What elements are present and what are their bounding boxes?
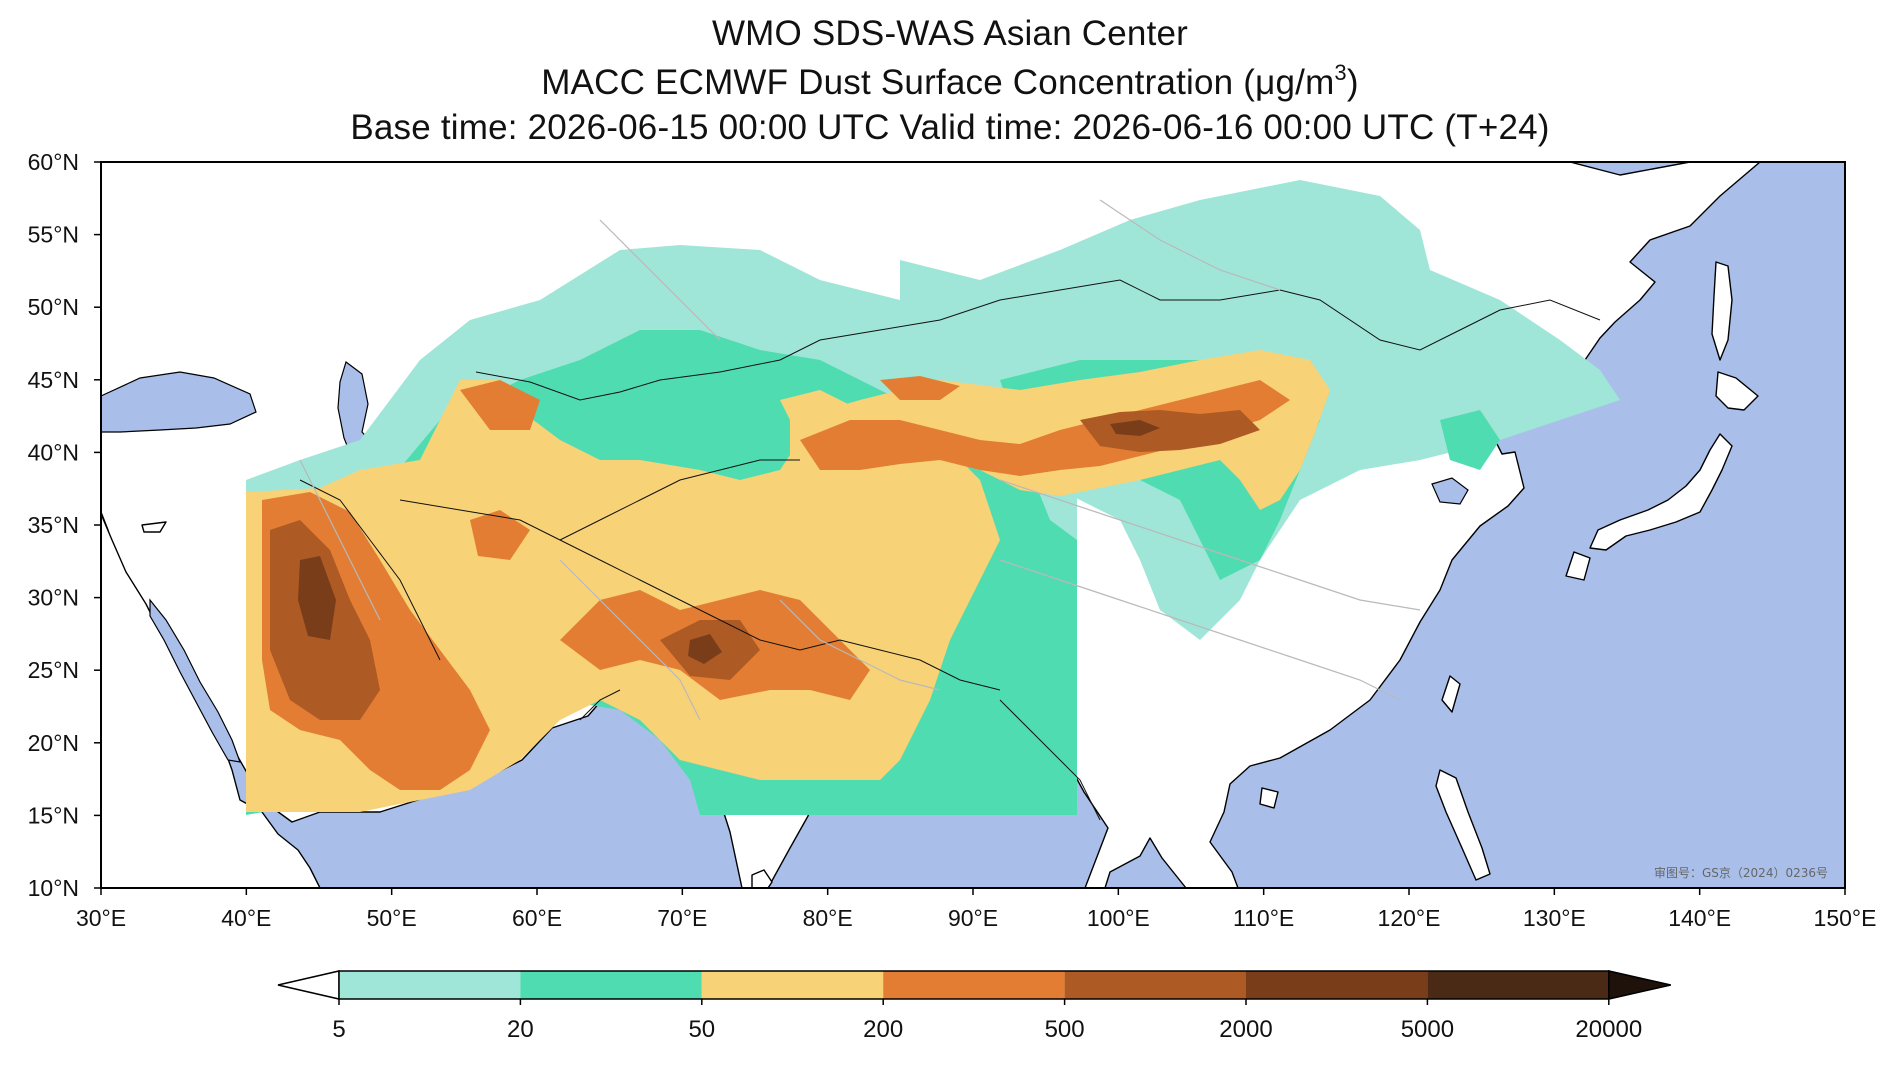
border-a bbox=[475, 279, 1601, 401]
lat-tick-label: 20°N bbox=[28, 730, 79, 756]
dust-ea-level-200-500-b bbox=[880, 376, 960, 400]
colorbar: 5 20 50 200 500 2000 5000 20000 bbox=[277, 970, 1671, 1043]
dust-level-200-500-c bbox=[470, 510, 530, 560]
river-e bbox=[299, 459, 381, 621]
land-philippines bbox=[1435, 769, 1491, 881]
lon-tick-label: 50°E bbox=[367, 905, 417, 931]
lat-tick-label: 55°N bbox=[28, 222, 79, 248]
unit-label: μg/m bbox=[1255, 63, 1335, 102]
lon-tick-label: 80°E bbox=[803, 905, 853, 931]
lat-tick-label: 10°N bbox=[28, 875, 79, 901]
lon-tick-label: 150°E bbox=[1814, 905, 1877, 931]
lat-tick-label: 45°N bbox=[28, 367, 79, 393]
title-times: Base time: 2026-06-15 00:00 UTC Valid ti… bbox=[350, 108, 1550, 147]
lon-tick-label: 110°E bbox=[1233, 905, 1294, 931]
colorbar-segment bbox=[883, 971, 1065, 999]
lon-tick-label: 100°E bbox=[1087, 905, 1150, 931]
river-f bbox=[599, 219, 721, 341]
lat-tick-label: 30°N bbox=[28, 585, 79, 611]
border-d bbox=[559, 459, 800, 541]
lon-tick-label: 70°E bbox=[657, 905, 707, 931]
colorbar-segment bbox=[1246, 971, 1428, 999]
lat-tick-label: 50°N bbox=[28, 294, 79, 320]
land-taiwan bbox=[1441, 675, 1461, 713]
colorbar-level-label: 50 bbox=[688, 1016, 715, 1043]
river-a bbox=[999, 559, 1401, 701]
land-sakhalin bbox=[1711, 261, 1733, 361]
lon-tick-label: 30°E bbox=[76, 905, 126, 931]
lat-tick-label: 15°N bbox=[28, 802, 79, 828]
land-cyprus bbox=[141, 521, 167, 533]
colorbar-segment bbox=[339, 971, 521, 999]
latitude-labels: 60°N 55°N 50°N 45°N 40°N 35°N 30°N 25°N 20°N 15°N… bbox=[28, 149, 79, 901]
colorbar-level-label: 5 bbox=[332, 1016, 345, 1043]
dust-level-2000-5000-b bbox=[688, 634, 722, 664]
title-center: WMO SDS-WAS Asian Center bbox=[711, 14, 1189, 53]
border-c bbox=[299, 479, 441, 661]
colorbar-level-label: 200 bbox=[863, 1016, 903, 1043]
river-b bbox=[999, 479, 1421, 611]
colorbar-level-label: 5000 bbox=[1401, 1016, 1454, 1043]
colorbar-over-arrow bbox=[1608, 970, 1671, 1000]
lon-tick-label: 140°E bbox=[1668, 905, 1731, 931]
lon-tick-label: 60°E bbox=[512, 905, 562, 931]
dust-east-asia bbox=[790, 180, 1620, 640]
land-japan-hokkaido bbox=[1715, 371, 1759, 411]
dust-level-2000-5000 bbox=[298, 556, 336, 640]
axis-ticks bbox=[94, 161, 1846, 895]
black-sea bbox=[101, 371, 257, 433]
lon-tick-label: 90°E bbox=[948, 905, 998, 931]
colorbar-segment bbox=[1064, 971, 1246, 999]
river-c bbox=[779, 599, 941, 691]
lon-tick-label: 130°E bbox=[1523, 905, 1586, 931]
land-japan-kyushu bbox=[1565, 551, 1591, 581]
border-e bbox=[999, 699, 1101, 821]
dust-level-200-500-d bbox=[460, 380, 540, 430]
colorbar-segment bbox=[701, 971, 884, 999]
border-b bbox=[399, 499, 1001, 691]
land-hainan bbox=[1259, 787, 1279, 809]
colorbar-level-label: 500 bbox=[1045, 1016, 1085, 1043]
border-f bbox=[579, 689, 621, 721]
land-japan-honshu bbox=[1589, 433, 1733, 551]
colorbar-level-label: 20000 bbox=[1575, 1016, 1642, 1043]
colorbar-level-label: 2000 bbox=[1219, 1016, 1272, 1043]
title-product: MACC ECMWF Dust Surface Concentration (μ… bbox=[541, 60, 1359, 103]
red-sea bbox=[149, 598, 241, 763]
approval-stamp: 审图号：GS京（2024）0236号 bbox=[1654, 865, 1828, 880]
colorbar-under-arrow bbox=[277, 970, 340, 1000]
lat-tick-label: 25°N bbox=[28, 657, 79, 683]
country-borders bbox=[299, 279, 1601, 821]
river-d bbox=[559, 559, 701, 721]
bohai-sea bbox=[1431, 477, 1469, 505]
longitude-labels: 30°E 40°E 50°E 60°E 70°E 80°E 90°E 100°E 110°E 12… bbox=[76, 905, 1877, 931]
lat-tick-label: 35°N bbox=[28, 512, 79, 538]
colorbar-level-label: 20 bbox=[507, 1016, 534, 1043]
dust-ea-level-20-50-b bbox=[1440, 410, 1500, 470]
dust-ea-level-2000-5000 bbox=[1110, 420, 1160, 436]
dust-ea-level-200-500 bbox=[800, 380, 1290, 476]
lat-tick-label: 40°N bbox=[28, 439, 79, 465]
colorbar-segment bbox=[1427, 971, 1609, 999]
lat-tick-label: 60°N bbox=[28, 149, 79, 175]
colorbar-frame bbox=[338, 970, 1610, 1000]
land-sri-lanka bbox=[751, 869, 773, 888]
river-g bbox=[1099, 199, 1281, 291]
lon-tick-label: 40°E bbox=[221, 905, 271, 931]
rivers bbox=[299, 199, 1421, 721]
lon-tick-label: 120°E bbox=[1378, 905, 1441, 931]
colorbar-segment bbox=[520, 971, 702, 999]
dust-ea-level-500-2000 bbox=[1080, 410, 1260, 452]
